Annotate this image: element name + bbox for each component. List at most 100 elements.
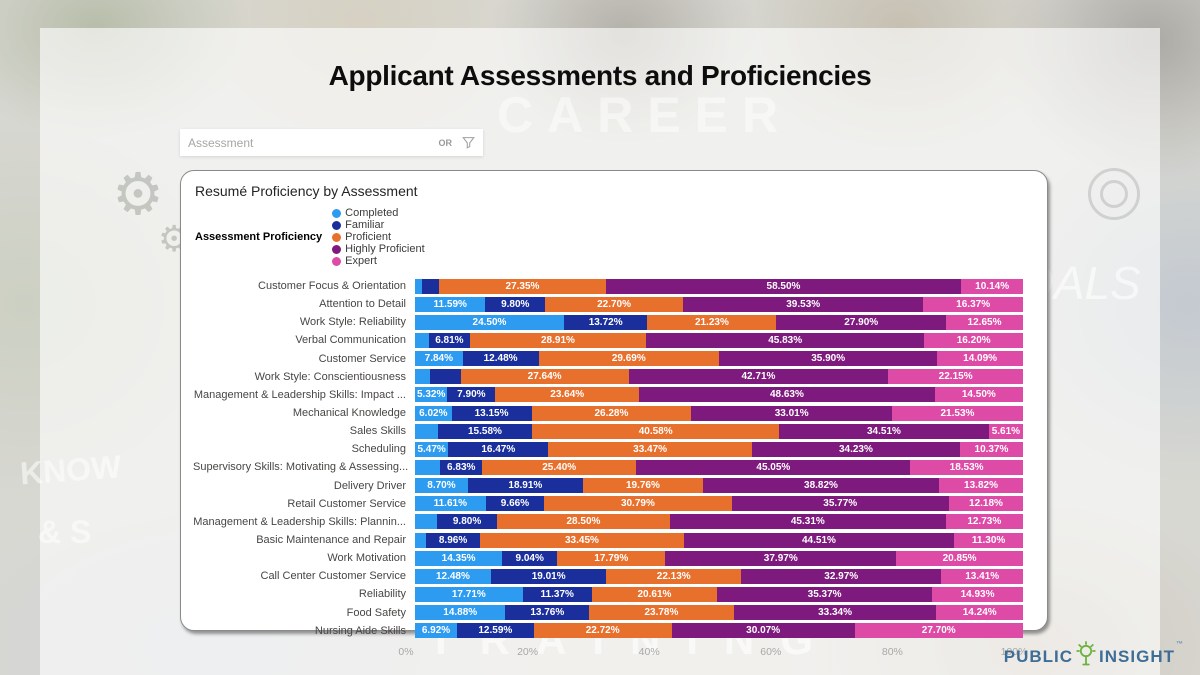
- bar-segment-highly-proficient[interactable]: 35.37%: [717, 586, 933, 602]
- bar-segment-proficient[interactable]: 40.58%: [532, 423, 780, 439]
- bar-segment-completed[interactable]: 24.50%: [415, 314, 564, 330]
- bar-segment-expert[interactable]: 22.15%: [888, 369, 1023, 385]
- bar-segment-highly-proficient[interactable]: 32.97%: [741, 568, 942, 584]
- bar-segment-familiar[interactable]: 6.83%: [440, 459, 482, 475]
- bar-segment-completed[interactable]: 8.70%: [415, 478, 468, 494]
- bar-segment-proficient[interactable]: 22.72%: [533, 623, 672, 639]
- bar-segment-expert[interactable]: 10.37%: [959, 441, 1024, 457]
- bar-segment-familiar[interactable]: 6.81%: [428, 332, 471, 348]
- bar-segment-completed[interactable]: [415, 332, 429, 348]
- bar-segment-proficient[interactable]: 20.61%: [591, 586, 718, 602]
- bar-segment-proficient[interactable]: 27.35%: [439, 278, 606, 294]
- bar-segment-expert[interactable]: 14.50%: [934, 387, 1023, 403]
- bar-segment-familiar[interactable]: 19.01%: [490, 568, 607, 584]
- bar-segment-highly-proficient[interactable]: 33.34%: [733, 605, 937, 621]
- bar-segment-highly-proficient[interactable]: 58.50%: [605, 278, 962, 294]
- bar-segment-expert[interactable]: 5.61%: [988, 423, 1023, 439]
- bar-segment-expert[interactable]: 14.09%: [937, 351, 1023, 367]
- bar-segment-familiar[interactable]: 9.04%: [502, 550, 558, 566]
- bar-segment-proficient[interactable]: 26.28%: [531, 405, 692, 421]
- bar-segment-completed[interactable]: 6.92%: [415, 623, 458, 639]
- bar-segment-familiar[interactable]: 7.90%: [447, 387, 496, 403]
- bar-segment-familiar[interactable]: 12.48%: [462, 351, 539, 367]
- bar-segment-highly-proficient[interactable]: 39.53%: [683, 296, 924, 312]
- bar-segment-proficient[interactable]: 17.79%: [557, 550, 666, 566]
- bar-segment-highly-proficient[interactable]: 34.51%: [779, 423, 989, 439]
- bar-segment-expert[interactable]: 21.53%: [892, 405, 1023, 421]
- bar-segment-proficient[interactable]: 27.64%: [460, 369, 629, 385]
- bar-segment-highly-proficient[interactable]: 35.90%: [719, 351, 938, 367]
- bar-segment-highly-proficient[interactable]: 27.90%: [776, 314, 947, 330]
- bar-segment-highly-proficient[interactable]: 37.97%: [665, 550, 897, 566]
- bar-segment-completed[interactable]: 5.32%: [415, 387, 448, 403]
- bar-segment-proficient[interactable]: 28.50%: [496, 514, 671, 530]
- bar-segment-highly-proficient[interactable]: 48.63%: [639, 387, 935, 403]
- legend-item[interactable]: Highly Proficient: [332, 243, 425, 255]
- bar-segment-expert[interactable]: 18.53%: [910, 459, 1023, 475]
- bar-segment-highly-proficient[interactable]: 33.01%: [691, 405, 892, 421]
- filter-funnel-icon[interactable]: [462, 136, 475, 149]
- bar-segment-proficient[interactable]: 23.64%: [495, 387, 640, 403]
- bar-segment-highly-proficient[interactable]: 45.31%: [670, 514, 946, 530]
- legend-item[interactable]: Familiar: [332, 219, 424, 231]
- bar-segment-expert[interactable]: 16.20%: [924, 332, 1023, 348]
- bar-segment-completed[interactable]: [415, 369, 431, 385]
- bar-segment-familiar[interactable]: [430, 369, 461, 385]
- bar-segment-expert[interactable]: 12.18%: [948, 496, 1024, 512]
- bar-segment-expert[interactable]: 14.93%: [932, 586, 1023, 602]
- bar-segment-familiar[interactable]: 9.80%: [485, 296, 546, 312]
- bar-segment-familiar[interactable]: 12.59%: [457, 623, 534, 639]
- bar-segment-highly-proficient[interactable]: 34.23%: [751, 441, 960, 457]
- bar-segment-highly-proficient[interactable]: 42.71%: [628, 369, 889, 385]
- bar-segment-familiar[interactable]: 18.91%: [467, 478, 583, 494]
- bar-segment-familiar[interactable]: 8.96%: [425, 532, 481, 548]
- bar-segment-proficient[interactable]: 29.69%: [538, 351, 720, 367]
- bar-segment-expert[interactable]: 13.82%: [939, 478, 1024, 494]
- bar-segment-completed[interactable]: 11.59%: [415, 296, 486, 312]
- bar-segment-familiar[interactable]: 15.58%: [437, 423, 533, 439]
- bar-segment-highly-proficient[interactable]: 38.82%: [703, 478, 939, 494]
- bar-segment-completed[interactable]: 17.71%: [415, 586, 523, 602]
- bar-segment-proficient[interactable]: 22.70%: [545, 296, 684, 312]
- bar-segment-highly-proficient[interactable]: 44.51%: [683, 532, 955, 548]
- bar-segment-familiar[interactable]: 11.37%: [522, 586, 592, 602]
- bar-segment-completed[interactable]: [415, 278, 423, 294]
- bar-segment-expert[interactable]: 11.30%: [954, 532, 1023, 548]
- bar-segment-completed[interactable]: 11.61%: [415, 496, 486, 512]
- bar-segment-expert[interactable]: 14.24%: [936, 605, 1023, 621]
- filter-or-operator[interactable]: OR: [438, 137, 453, 148]
- bar-segment-proficient[interactable]: 30.79%: [544, 496, 732, 512]
- bar-segment-completed[interactable]: 7.84%: [415, 351, 463, 367]
- bar-segment-familiar[interactable]: 13.15%: [451, 405, 532, 421]
- bar-segment-proficient[interactable]: 22.13%: [606, 568, 741, 584]
- bar-segment-familiar[interactable]: 13.72%: [563, 314, 648, 330]
- bar-segment-familiar[interactable]: 9.80%: [437, 514, 497, 530]
- bar-segment-familiar[interactable]: [422, 278, 440, 294]
- bar-segment-highly-proficient[interactable]: 30.07%: [671, 623, 855, 639]
- legend-item[interactable]: Expert: [332, 255, 424, 267]
- legend-item[interactable]: Proficient: [332, 231, 424, 243]
- bar-segment-highly-proficient[interactable]: 35.77%: [731, 496, 949, 512]
- legend-item[interactable]: Completed: [332, 207, 424, 219]
- bar-segment-familiar[interactable]: 13.76%: [505, 605, 590, 621]
- bar-segment-proficient[interactable]: 25.40%: [481, 459, 637, 475]
- bar-segment-expert[interactable]: 12.73%: [945, 514, 1023, 530]
- bar-segment-completed[interactable]: 12.48%: [415, 568, 491, 584]
- bar-segment-expert[interactable]: 13.41%: [941, 568, 1023, 584]
- bar-segment-completed[interactable]: 14.88%: [415, 605, 506, 621]
- bar-segment-completed[interactable]: 5.47%: [415, 441, 449, 457]
- bar-segment-expert[interactable]: 16.37%: [923, 296, 1023, 312]
- bar-segment-expert[interactable]: 27.70%: [854, 623, 1023, 639]
- bar-segment-completed[interactable]: 6.02%: [415, 405, 452, 421]
- bar-segment-proficient[interactable]: 33.47%: [548, 441, 752, 457]
- bar-segment-completed[interactable]: 14.35%: [415, 550, 503, 566]
- bar-segment-highly-proficient[interactable]: 45.05%: [636, 459, 911, 475]
- bar-segment-highly-proficient[interactable]: 45.83%: [645, 332, 925, 348]
- bar-segment-proficient[interactable]: 28.91%: [470, 332, 646, 348]
- bar-segment-proficient[interactable]: 33.45%: [480, 532, 684, 548]
- bar-segment-completed[interactable]: [415, 514, 438, 530]
- bar-segment-proficient[interactable]: 19.76%: [582, 478, 703, 494]
- bar-segment-proficient[interactable]: 21.23%: [647, 314, 777, 330]
- bar-segment-familiar[interactable]: 16.47%: [448, 441, 549, 457]
- bar-segment-completed[interactable]: [415, 423, 438, 439]
